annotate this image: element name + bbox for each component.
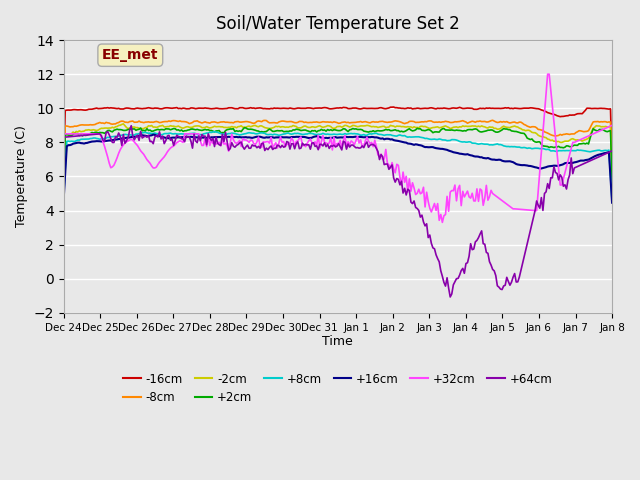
+8cm <box>586 149 594 155</box>
Line: -16cm: -16cm <box>63 107 612 167</box>
Line: -2cm: -2cm <box>63 124 612 182</box>
-16cm <box>60 164 67 169</box>
-2cm <box>314 123 322 129</box>
Y-axis label: Temperature (C): Temperature (C) <box>15 126 28 228</box>
+32cm <box>544 72 552 77</box>
+64cm <box>608 148 616 154</box>
+64cm <box>446 294 454 300</box>
-2cm <box>120 121 127 127</box>
+2cm <box>314 128 322 133</box>
+32cm <box>383 160 391 166</box>
+16cm <box>314 134 322 140</box>
-8cm <box>608 171 616 177</box>
+16cm <box>602 150 610 156</box>
+2cm <box>586 135 594 141</box>
+16cm <box>586 156 594 162</box>
+32cm <box>438 219 446 225</box>
-2cm <box>385 124 393 130</box>
+2cm <box>354 127 362 132</box>
+16cm <box>354 134 362 140</box>
+16cm <box>608 200 616 205</box>
-2cm <box>608 173 616 179</box>
Line: +8cm: +8cm <box>63 132 612 202</box>
-8cm <box>602 119 610 125</box>
-8cm <box>206 120 214 126</box>
+8cm <box>602 147 610 153</box>
-2cm <box>602 123 610 129</box>
+2cm <box>60 180 67 186</box>
-8cm <box>313 119 321 125</box>
-8cm <box>352 120 360 125</box>
+2cm <box>241 125 248 131</box>
+32cm <box>206 143 214 148</box>
+16cm <box>60 196 67 202</box>
+8cm <box>314 132 322 137</box>
+64cm <box>314 147 322 153</box>
-2cm <box>207 125 215 131</box>
Line: +16cm: +16cm <box>63 134 612 203</box>
+64cm <box>385 167 393 172</box>
+64cm <box>127 123 135 129</box>
+8cm <box>211 129 218 134</box>
-16cm <box>313 105 321 111</box>
-16cm <box>602 106 610 111</box>
-8cm <box>489 118 497 123</box>
Line: +64cm: +64cm <box>63 126 612 297</box>
+16cm <box>149 132 157 137</box>
X-axis label: Time: Time <box>323 336 353 348</box>
-8cm <box>586 125 594 131</box>
+32cm <box>352 138 360 144</box>
-8cm <box>383 120 391 125</box>
-2cm <box>354 124 362 130</box>
Line: +2cm: +2cm <box>63 128 612 183</box>
+32cm <box>604 125 611 131</box>
-8cm <box>60 174 67 180</box>
+8cm <box>608 199 616 204</box>
-16cm <box>390 104 397 110</box>
Title: Soil/Water Temperature Set 2: Soil/Water Temperature Set 2 <box>216 15 460 33</box>
Line: +32cm: +32cm <box>63 74 612 222</box>
+16cm <box>207 134 215 140</box>
+32cm <box>313 143 321 148</box>
+2cm <box>206 128 214 133</box>
+64cm <box>207 138 215 144</box>
-2cm <box>586 132 594 138</box>
+64cm <box>604 150 611 156</box>
-16cm <box>383 106 391 111</box>
+8cm <box>354 131 362 137</box>
-16cm <box>352 105 360 111</box>
Line: -8cm: -8cm <box>63 120 612 177</box>
+2cm <box>385 127 393 132</box>
-16cm <box>608 162 616 168</box>
+16cm <box>385 136 393 142</box>
+8cm <box>206 130 214 135</box>
+32cm <box>608 122 616 128</box>
-16cm <box>206 106 214 111</box>
+8cm <box>385 132 393 138</box>
+64cm <box>60 134 67 140</box>
Text: EE_met: EE_met <box>102 48 159 62</box>
+8cm <box>60 194 67 200</box>
Legend: -16cm, -8cm, -2cm, +2cm, +8cm, +16cm, +32cm, +64cm: -16cm, -8cm, -2cm, +2cm, +8cm, +16cm, +3… <box>118 368 557 409</box>
+32cm <box>60 131 67 137</box>
+64cm <box>588 157 595 163</box>
+32cm <box>588 132 595 137</box>
+2cm <box>602 129 610 134</box>
+64cm <box>354 144 362 150</box>
-2cm <box>60 179 67 185</box>
-16cm <box>586 106 594 111</box>
+2cm <box>608 177 616 182</box>
